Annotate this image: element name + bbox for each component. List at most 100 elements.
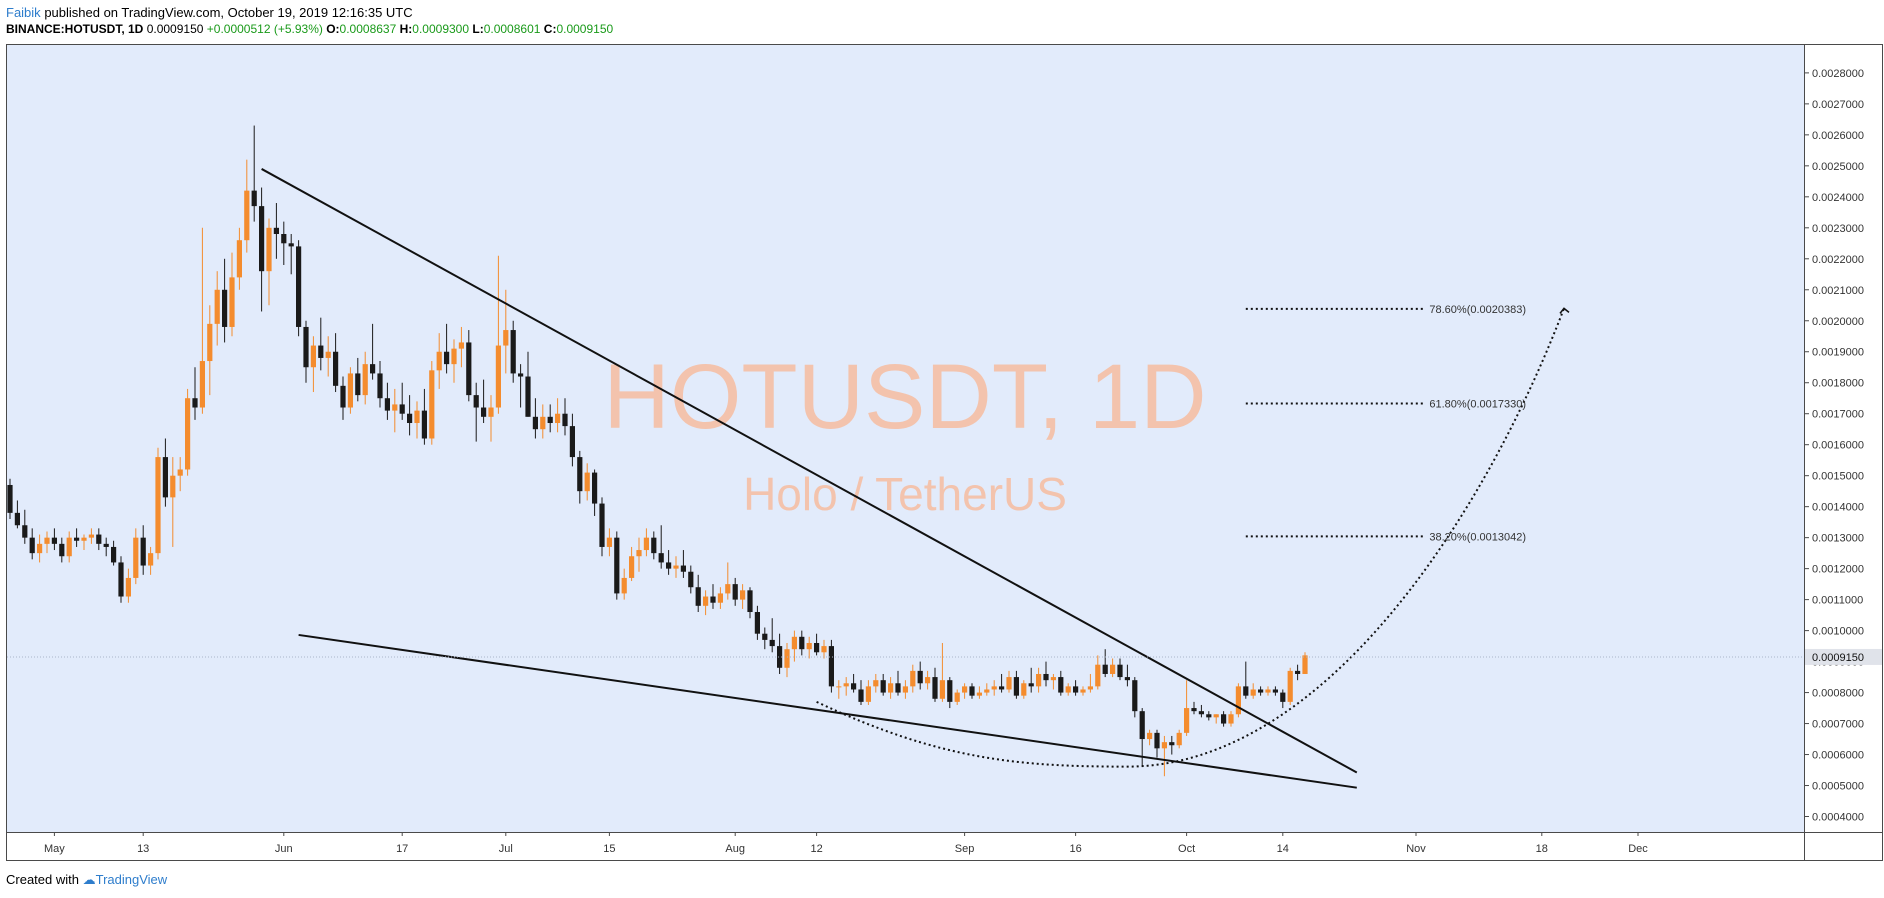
y-tick-label: 0.0021000 — [1812, 285, 1864, 297]
publish-info: Faibik published on TradingView.com, Oct… — [6, 5, 413, 20]
y-tick-label: 0.0022000 — [1812, 254, 1864, 266]
candles-layer — [7, 125, 1308, 777]
time-axis: May 13 Jun 17 Jul 15 Aug 12 Sep 16 Oct 14 Nov 18 Dec — [44, 832, 1648, 855]
projection-arrow-icon — [1559, 307, 1570, 314]
lower-trendline[interactable] — [298, 633, 1357, 789]
candle-body — [436, 351, 442, 371]
author-link[interactable]: Faibik — [6, 5, 41, 20]
candle — [917, 661, 923, 690]
candle — [873, 673, 879, 693]
fib-level[interactable]: 78.60%(0.0020383) — [1245, 304, 1526, 316]
candle-body — [1117, 664, 1123, 678]
candle — [1087, 673, 1093, 693]
candle-body — [414, 410, 420, 424]
candle-body — [1028, 683, 1034, 687]
candle — [984, 683, 990, 696]
candle — [1287, 667, 1293, 705]
created-with-label: Created with — [6, 872, 79, 887]
y-tick-label: 0.0026000 — [1812, 130, 1864, 142]
candle-body — [1043, 673, 1049, 681]
y-tick-label: 0.0007000 — [1812, 719, 1864, 731]
price-axis-area[interactable] — [1804, 45, 1884, 832]
tradingview-logo-icon[interactable]: ☁ — [82, 872, 96, 887]
candle-body — [1272, 689, 1278, 693]
tradingview-brand-link[interactable]: TradingView — [95, 872, 168, 887]
y-tick-label: 0.0013000 — [1812, 533, 1864, 545]
candle-body — [481, 407, 487, 417]
candle-body — [296, 246, 302, 327]
candle-body — [821, 646, 827, 653]
candle-body — [1154, 732, 1160, 749]
candle-body — [895, 683, 901, 693]
candle-body — [599, 503, 605, 547]
upper-trendline[interactable] — [261, 168, 1358, 774]
candle-body — [466, 342, 472, 396]
candle — [88, 528, 94, 544]
candle — [281, 221, 287, 265]
candle-body — [1124, 677, 1130, 681]
candle — [532, 398, 538, 439]
candle — [680, 550, 686, 578]
candle — [407, 395, 413, 436]
candle — [488, 395, 494, 442]
candle-body — [333, 351, 339, 386]
projection-curve[interactable] — [816, 308, 1565, 768]
candle — [747, 587, 753, 619]
candle-body — [828, 646, 834, 687]
candle-body — [695, 587, 701, 606]
published-text: published on TradingView.com, October 19… — [44, 5, 413, 20]
candle — [177, 457, 183, 492]
candle — [1184, 680, 1190, 736]
candle — [606, 528, 612, 557]
candle-body — [1206, 714, 1212, 718]
candle-body — [444, 351, 450, 365]
candle — [1058, 670, 1064, 696]
candle — [991, 680, 997, 696]
x-tick-label: 18 — [1536, 843, 1548, 855]
candle-body — [399, 404, 405, 414]
candle — [133, 528, 139, 585]
candle — [199, 227, 205, 414]
candle — [525, 351, 531, 417]
candle — [636, 537, 642, 572]
candle-body — [673, 565, 679, 569]
plot-area[interactable] — [7, 45, 1804, 832]
low-label: L: — [472, 22, 484, 36]
candle-body — [725, 584, 731, 594]
candle-body — [518, 373, 524, 377]
candle-body — [976, 692, 982, 696]
candle — [1021, 680, 1027, 699]
candle-body — [407, 413, 413, 424]
candle — [29, 528, 35, 560]
candle — [37, 534, 43, 563]
candle — [1295, 664, 1301, 681]
candle-body — [1184, 708, 1190, 733]
candle — [577, 450, 583, 504]
candle-body — [703, 596, 709, 606]
candle — [1110, 658, 1116, 678]
candle — [473, 382, 479, 442]
fib-label: 61.80%(0.0017330) — [1429, 398, 1526, 410]
candle-body — [118, 562, 124, 597]
candle — [1206, 711, 1212, 721]
candle-body — [377, 373, 383, 399]
candle-body — [814, 642, 820, 653]
candle-body — [244, 190, 250, 241]
candle — [1006, 670, 1012, 693]
candle — [910, 664, 916, 693]
candle — [599, 497, 605, 557]
fib-level[interactable]: 61.80%(0.0017330) — [1245, 398, 1526, 410]
candle — [1243, 661, 1249, 699]
x-tick-label: 15 — [603, 843, 615, 855]
x-tick-label: 13 — [137, 843, 149, 855]
x-tick-label: Jun — [275, 843, 293, 855]
candle — [1235, 683, 1241, 718]
candle — [333, 333, 339, 393]
candle — [740, 584, 746, 609]
candle — [185, 388, 191, 476]
candle — [814, 633, 820, 656]
candle-body — [925, 677, 931, 684]
candle — [799, 630, 805, 656]
fib-level[interactable]: 38.20%(0.0013042) — [1245, 531, 1526, 543]
